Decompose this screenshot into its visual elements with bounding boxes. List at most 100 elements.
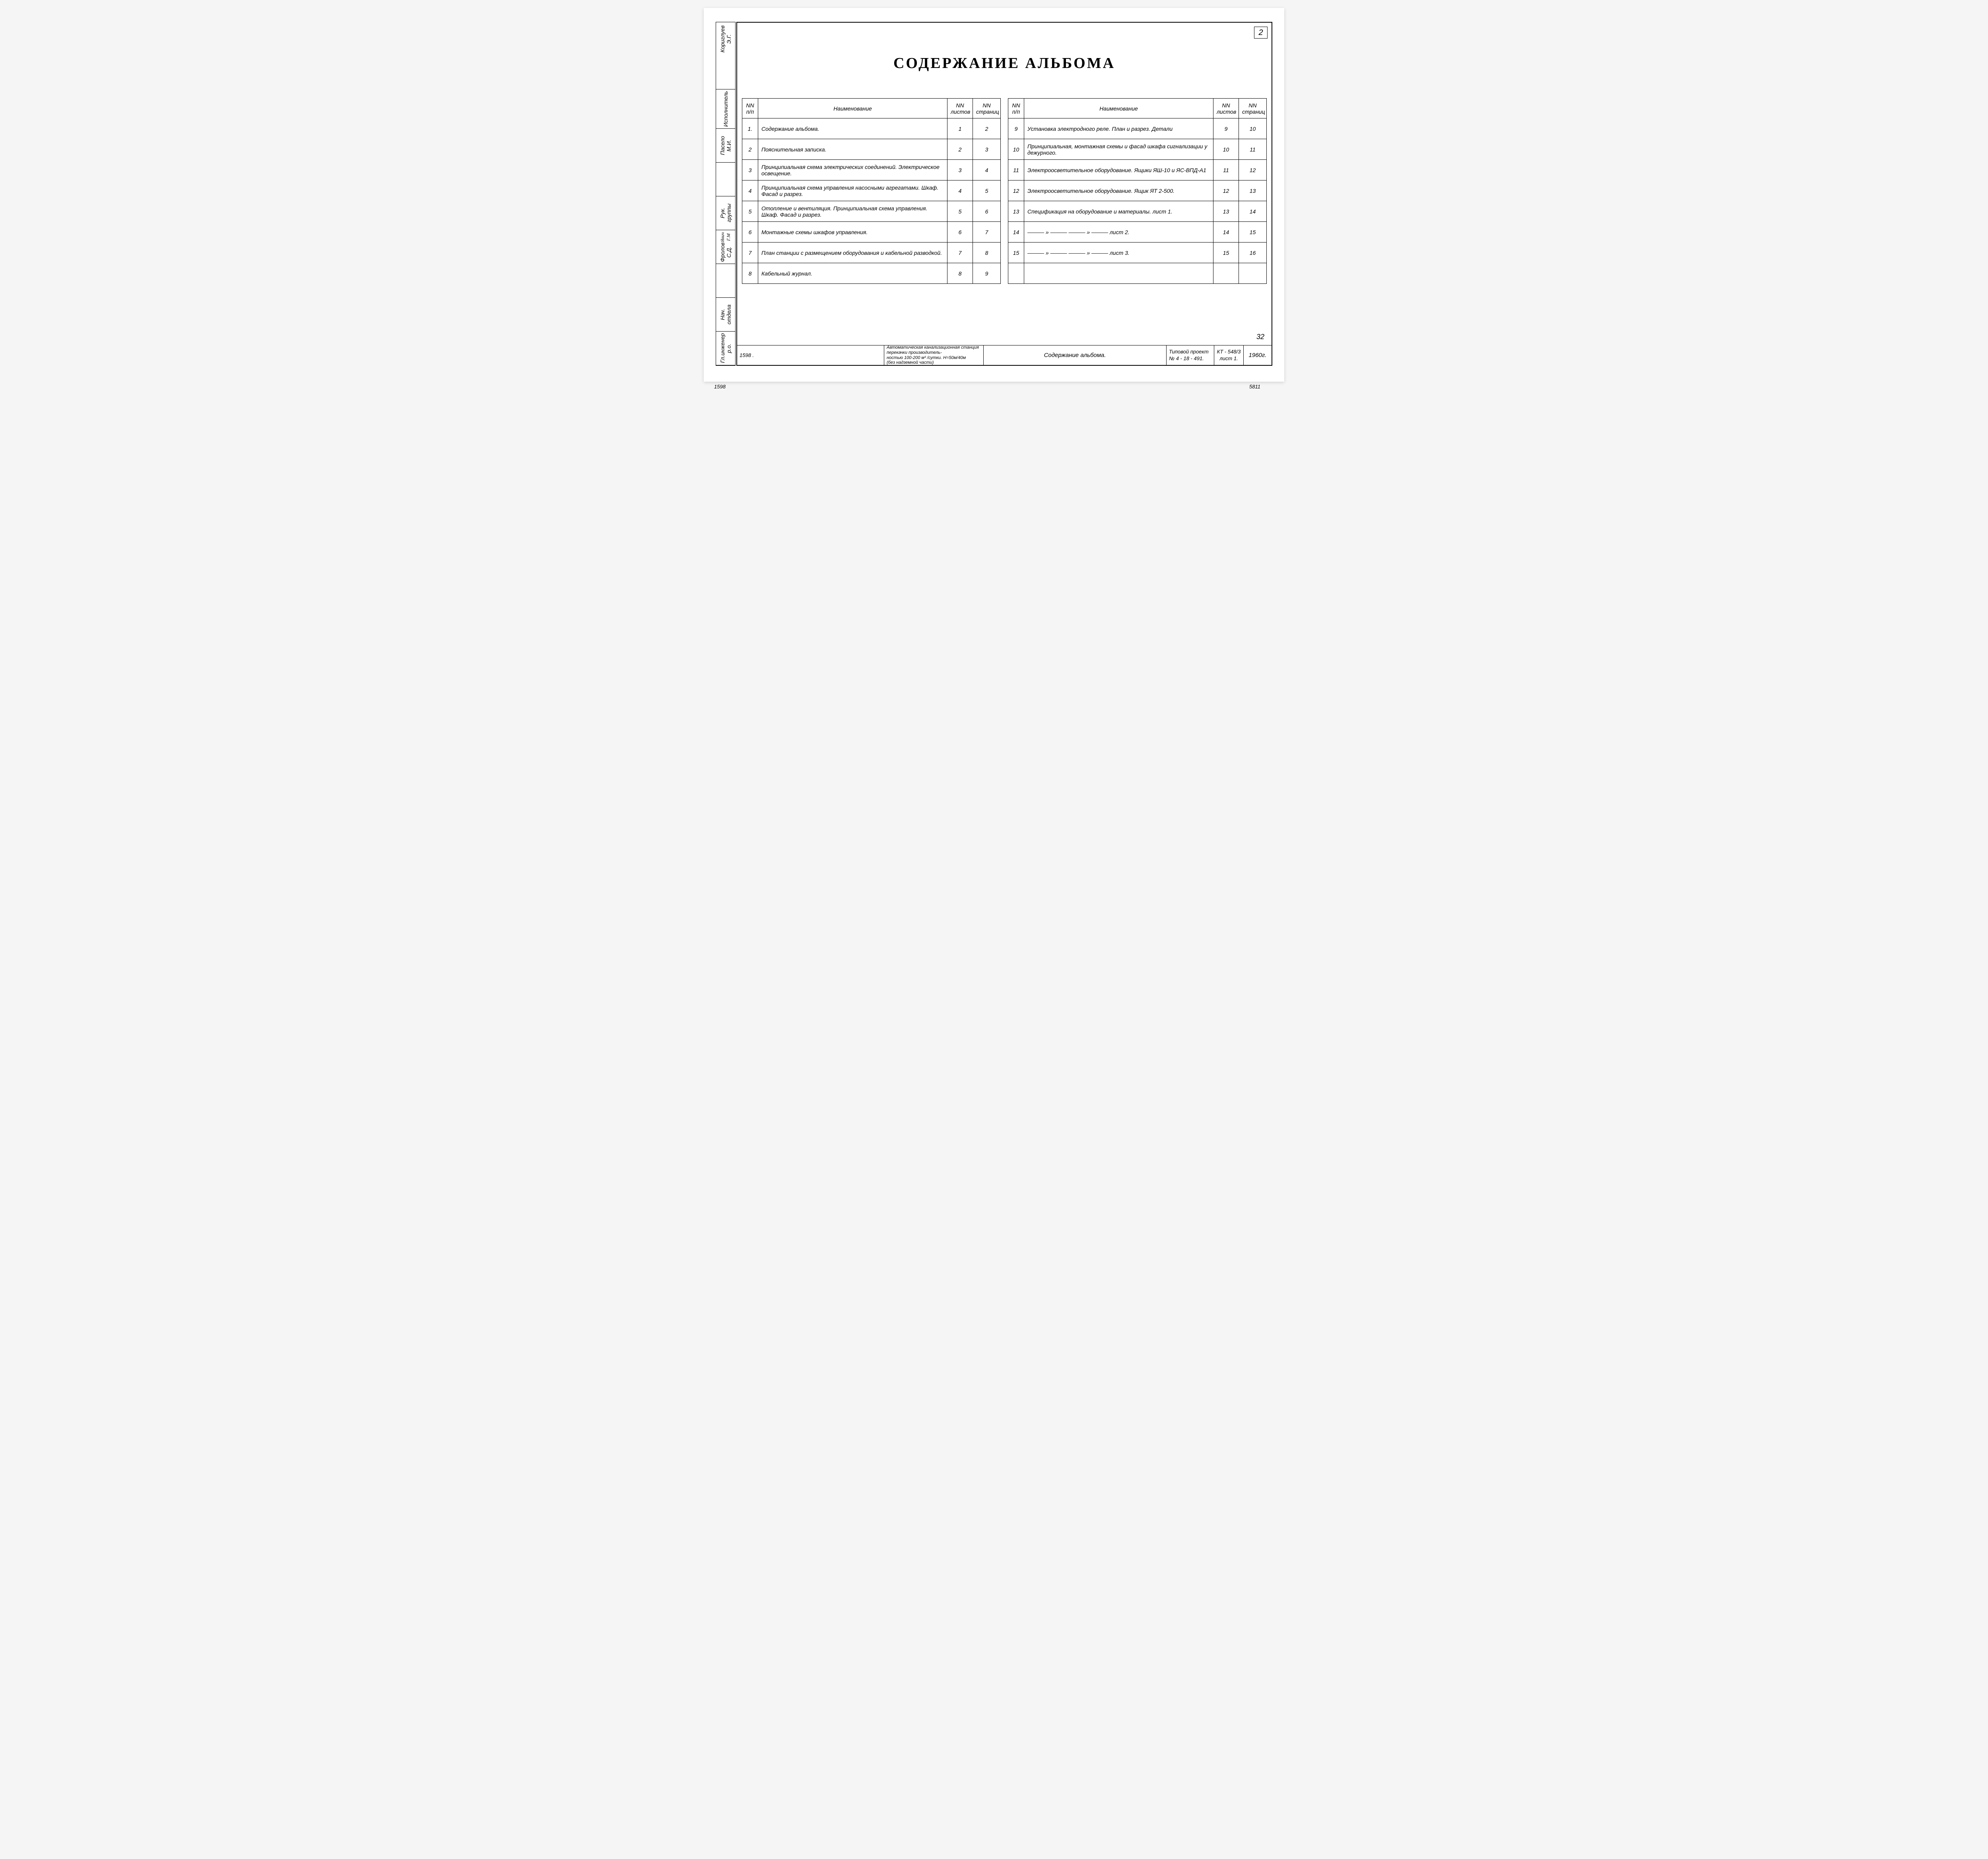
table-row: 8Кабельный журнал.89 xyxy=(742,263,1001,284)
toc-tables: NN п/п Наименование NN листов NN страниц… xyxy=(742,98,1267,284)
table-row: 12Электроосветительное оборудование. Ящи… xyxy=(1008,180,1267,201)
cell-nn: 2 xyxy=(742,139,758,160)
tb-code: КТ - 548/3 лист 1. xyxy=(1214,345,1244,365)
cell-nn: 7 xyxy=(742,243,758,263)
document-title: СОДЕРЖАНИЕ АЛЬБОМА xyxy=(737,54,1272,72)
th-name: Наименование xyxy=(758,99,947,118)
tb-sheet-title: Содержание альбома. xyxy=(984,345,1167,365)
cell-nn: 11 xyxy=(1008,160,1024,180)
toc-left-body: 1.Содержание альбома.122Пояснительная за… xyxy=(742,118,1001,284)
cell-nn: 14 xyxy=(1008,222,1024,243)
th-sheets: NN листов xyxy=(947,99,973,118)
cell-name: Принципиальная, монтажная схемы и фасад … xyxy=(1024,139,1213,160)
cell-pages: 7 xyxy=(973,222,1001,243)
cell-name: Спецификация на оборудование и материалы… xyxy=(1024,201,1213,222)
cell-name: Кабельный журнал. xyxy=(758,263,947,284)
table-row: 11Электроосветительное оборудование. Ящи… xyxy=(1008,160,1267,180)
cell-name: Установка электродного реле. План и разр… xyxy=(1024,118,1213,139)
table-row: 1.Содержание альбома.12 xyxy=(742,118,1001,139)
cell-nn: 5 xyxy=(742,201,758,222)
cell-sheets: 1 xyxy=(947,118,973,139)
th-pages: NN страниц xyxy=(1239,99,1267,118)
cell-name: Принципиальная схема управления насосным… xyxy=(758,180,947,201)
cell-name xyxy=(1024,263,1213,284)
cell-nn xyxy=(1008,263,1024,284)
cell-name: ——— » ——— ——— » ——— лист 2. xyxy=(1024,222,1213,243)
tb-project: Типовой проект № 4 - 18 - 491. xyxy=(1167,345,1214,365)
cell-pages: 8 xyxy=(973,243,1001,263)
table-row xyxy=(1008,263,1267,284)
stamp-cell: Нач. отдела xyxy=(716,298,735,332)
stamp-cell: Пасело М.И. xyxy=(716,129,735,163)
page-number: 2 xyxy=(1258,28,1263,37)
cell-nn: 15 xyxy=(1008,243,1024,263)
cell-pages: 13 xyxy=(1239,180,1267,201)
page-number-box: 2 xyxy=(1254,27,1268,39)
stamp-cell xyxy=(716,264,735,298)
cell-pages: 12 xyxy=(1239,160,1267,180)
cell-name: Отопление и вентиляция. Принципиальная с… xyxy=(758,201,947,222)
stamp-cell xyxy=(716,163,735,196)
cell-pages: 16 xyxy=(1239,243,1267,263)
table-row: 5Отопление и вентиляция. Принципиальная … xyxy=(742,201,1001,222)
cell-nn: 3 xyxy=(742,160,758,180)
cell-sheets: 12 xyxy=(1213,180,1239,201)
cell-pages: 11 xyxy=(1239,139,1267,160)
cell-nn: 12 xyxy=(1008,180,1024,201)
cell-name: Монтажные схемы шкафов управления. xyxy=(758,222,947,243)
cell-pages: 10 xyxy=(1239,118,1267,139)
cell-name: Электроосветительное оборудование. Ящики… xyxy=(1024,160,1213,180)
toc-right-body: 9Установка электродного реле. План и раз… xyxy=(1008,118,1267,284)
cell-sheets: 10 xyxy=(1213,139,1239,160)
cell-pages: 9 xyxy=(973,263,1001,284)
stamp-cell xyxy=(716,56,735,89)
cell-sheets: 15 xyxy=(1213,243,1239,263)
cell-name: ——— » ——— ——— » ——— лист 3. xyxy=(1024,243,1213,263)
tb-year: 1960г. xyxy=(1244,345,1272,365)
cell-nn: 9 xyxy=(1008,118,1024,139)
tb-description: Автоматическая канализационная станция п… xyxy=(884,345,984,365)
table-row: 14——— » ——— ——— » ——— лист 2.1415 xyxy=(1008,222,1267,243)
th-name: Наименование xyxy=(1024,99,1213,118)
total-pages: 32 xyxy=(1256,333,1264,341)
archive-number: 5811 xyxy=(1249,384,1260,390)
cell-nn: 8 xyxy=(742,263,758,284)
toc-table-left: NN п/п Наименование NN листов NN страниц… xyxy=(742,98,1001,284)
cell-name: Пояснительная записка. xyxy=(758,139,947,160)
cell-pages xyxy=(1239,263,1267,284)
cell-sheets: 7 xyxy=(947,243,973,263)
th-nn: NN п/п xyxy=(1008,99,1024,118)
cell-pages: 5 xyxy=(973,180,1001,201)
cell-nn: 4 xyxy=(742,180,758,201)
cell-sheets: 9 xyxy=(1213,118,1239,139)
cell-nn: 1. xyxy=(742,118,758,139)
table-row: 10Принципиальная, монтажная схемы и фаса… xyxy=(1008,139,1267,160)
cell-name: Содержание альбома. xyxy=(758,118,947,139)
table-row: 6Монтажные схемы шкафов управления.67 xyxy=(742,222,1001,243)
toc-table-right: NN п/п Наименование NN листов NN страниц… xyxy=(1008,98,1267,284)
tb-inventory: 1598 . xyxy=(737,345,884,365)
cell-pages: 3 xyxy=(973,139,1001,160)
table-row: 4Принципиальная схема управления насосны… xyxy=(742,180,1001,201)
stamp-cell: Исполнитель xyxy=(716,89,735,129)
th-nn: NN п/п xyxy=(742,99,758,118)
cell-sheets: 11 xyxy=(1213,160,1239,180)
cell-sheets: 8 xyxy=(947,263,973,284)
cell-name: Принципиальная схема электрических соеди… xyxy=(758,160,947,180)
side-stamp-block: Гл.инженер р.о. Нач. отдела Фролов С.Д. … xyxy=(716,22,736,366)
cell-pages: 14 xyxy=(1239,201,1267,222)
cell-sheets: 13 xyxy=(1213,201,1239,222)
stamp-cell: Гл.инженер р.о. xyxy=(716,332,735,365)
th-sheets: NN листов xyxy=(1213,99,1239,118)
cell-nn: 13 xyxy=(1008,201,1024,222)
cell-pages: 4 xyxy=(973,160,1001,180)
th-pages: NN страниц xyxy=(973,99,1001,118)
cell-sheets: 2 xyxy=(947,139,973,160)
cell-sheets: 4 xyxy=(947,180,973,201)
cell-pages: 15 xyxy=(1239,222,1267,243)
cell-sheets: 14 xyxy=(1213,222,1239,243)
cell-nn: 10 xyxy=(1008,139,1024,160)
table-row: 9Установка электродного реле. План и раз… xyxy=(1008,118,1267,139)
title-block: 1598 . Автоматическая канализационная ст… xyxy=(737,345,1272,365)
drawing-sheet: Гл.инженер р.о. Нач. отдела Фролов С.Д. … xyxy=(704,8,1284,382)
